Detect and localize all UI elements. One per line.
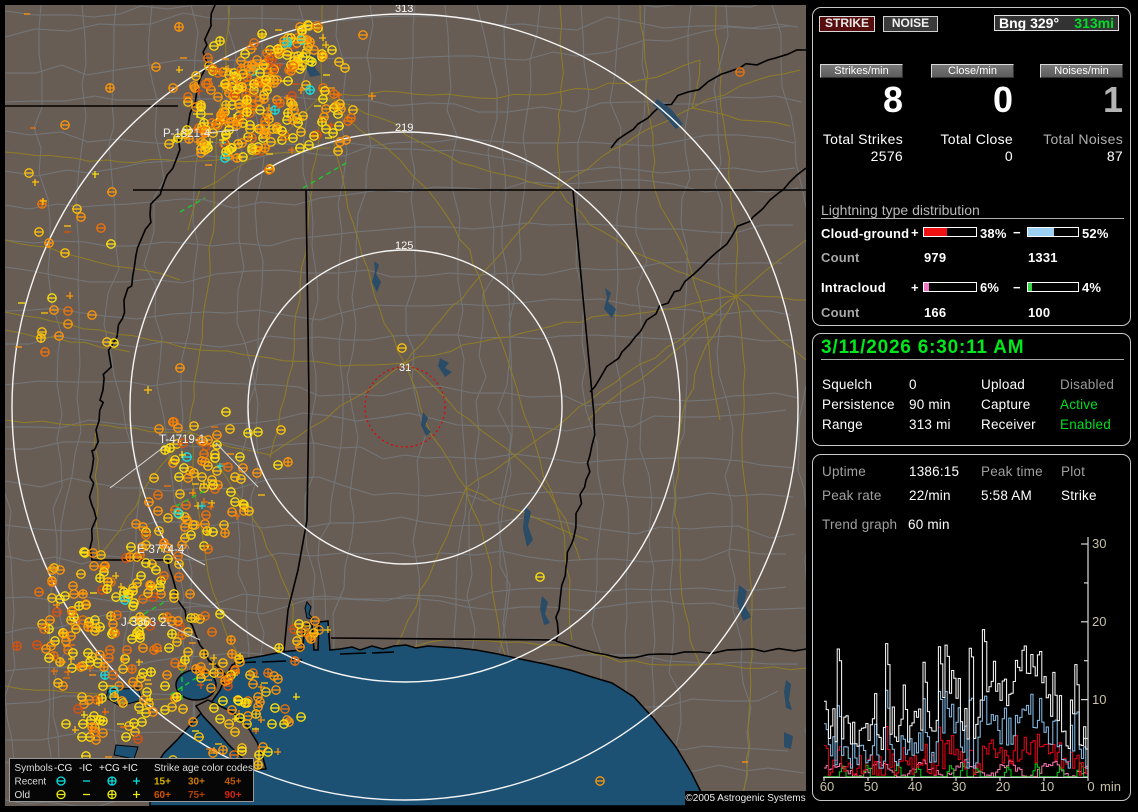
svg-text:Strike age color codes: Strike age color codes [154, 763, 253, 774]
svg-text:60+: 60+ [154, 790, 171, 801]
svg-text:45+: 45+ [225, 777, 242, 788]
svg-text:T-4719-1-: T-4719-1- [159, 434, 209, 446]
svg-text:+IC: +IC [122, 763, 138, 774]
svg-text:313: 313 [395, 5, 413, 15]
svg-text:15+: 15+ [154, 777, 171, 788]
svg-text:30+: 30+ [188, 777, 205, 788]
svg-text:31: 31 [399, 362, 411, 374]
svg-text:+CG: +CG [99, 763, 120, 774]
svg-text:40: 40 [908, 779, 922, 794]
svg-text:E-3774-4^: E-3774-4^ [137, 544, 190, 556]
svg-text:J-3363-2-: J-3363-2- [121, 617, 170, 629]
svg-text:0: 0 [1087, 779, 1094, 794]
svg-text:min: min [1100, 779, 1121, 794]
svg-text:75+: 75+ [188, 790, 205, 801]
svg-text:Symbols: Symbols [15, 763, 53, 774]
svg-text:30: 30 [952, 779, 966, 794]
svg-text:20: 20 [996, 779, 1010, 794]
svg-text:125: 125 [395, 240, 413, 252]
svg-text:10: 10 [1092, 692, 1106, 707]
svg-text:20: 20 [1092, 614, 1106, 629]
svg-text:-CG: -CG [54, 763, 73, 774]
svg-text:90+: 90+ [225, 790, 242, 801]
svg-text:P-1821-4: P-1821-4 [163, 128, 211, 140]
svg-text:219: 219 [395, 122, 413, 134]
svg-text:-IC: -IC [79, 763, 92, 774]
svg-text:10: 10 [1040, 779, 1054, 794]
svg-text:60: 60 [820, 779, 834, 794]
svg-text:Recent: Recent [15, 777, 47, 788]
svg-text:50: 50 [864, 779, 878, 794]
svg-text:30: 30 [1092, 536, 1106, 551]
svg-text:Old: Old [15, 790, 31, 801]
